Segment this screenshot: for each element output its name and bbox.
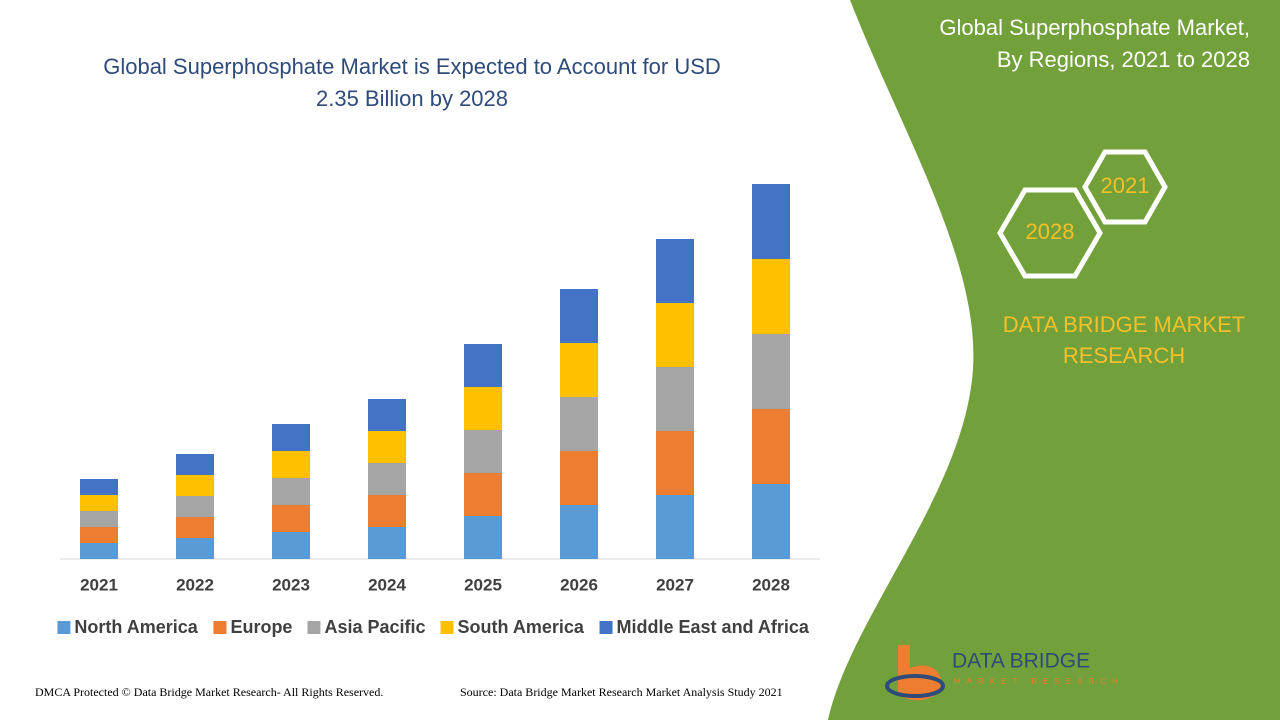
bar-segment (656, 303, 694, 367)
bar-segment (80, 527, 118, 543)
bar-segment (272, 478, 310, 505)
bar-segment (752, 184, 790, 259)
bar-segment (368, 495, 406, 527)
bar-segment (272, 532, 310, 559)
logo: DATA BRIDGE MARKET RESEARCH (885, 645, 1124, 701)
bar-segment (560, 451, 598, 505)
logo-tagline: MARKET RESEARCH (954, 677, 1124, 686)
bar-segment (464, 473, 502, 516)
bar-segment (752, 259, 790, 334)
x-tick-label: 2025 (464, 575, 502, 594)
legend-label: North America (74, 617, 198, 637)
bar-segment (752, 409, 790, 484)
bar-segment (560, 289, 598, 343)
logo-ring (885, 674, 945, 698)
legend-swatch (307, 621, 321, 634)
footer-copyright: DMCA Protected © Data Bridge Market Rese… (35, 685, 383, 699)
bar-segment (80, 543, 118, 559)
legend-swatch (440, 621, 454, 634)
bar-segment (272, 505, 310, 532)
logo-mark (898, 645, 941, 701)
bar-segment (176, 517, 214, 538)
chart-title: 2.35 Billion by 2028 (316, 86, 508, 111)
bar-segment (176, 475, 214, 496)
x-tick-label: 2026 (560, 575, 598, 594)
bar-segment (272, 424, 310, 451)
bar-segment (80, 511, 118, 527)
bar-segment (464, 344, 502, 387)
legend-swatch (599, 621, 613, 634)
bar-segment (176, 454, 214, 475)
bar-segment (464, 516, 502, 559)
x-tick-label: 2021 (80, 575, 118, 594)
side-title: By Regions, 2021 to 2028 (997, 47, 1250, 72)
bar-segment (464, 387, 502, 430)
legend-label: Middle East and Africa (617, 617, 810, 637)
x-tick-label: 2024 (368, 575, 406, 594)
brand-text: RESEARCH (1063, 343, 1185, 368)
bar-segment (752, 484, 790, 559)
bar-segment (176, 496, 214, 517)
legend-label: Asia Pacific (324, 617, 425, 637)
footer-source: Source: Data Bridge Market Research Mark… (460, 685, 783, 699)
hexagon-label: 2021 (1101, 173, 1150, 198)
side-panel-bg (828, 0, 1280, 720)
brand-text: DATA BRIDGE MARKET (1003, 312, 1245, 337)
legend-swatch (213, 621, 227, 634)
bar-segment (752, 334, 790, 409)
bar-segment (368, 527, 406, 559)
chart-title: Global Superphosphate Market is Expected… (103, 54, 721, 79)
bar-segment (368, 431, 406, 463)
legend-swatch (57, 621, 71, 634)
bar-segment (560, 343, 598, 397)
x-tick-label: 2027 (656, 575, 694, 594)
bar-segment (368, 399, 406, 431)
bar-segment (656, 367, 694, 431)
bar-segment (560, 397, 598, 451)
hexagon (997, 187, 1103, 279)
bar-segment (176, 538, 214, 559)
bar-segment (656, 239, 694, 303)
bar-segment (272, 451, 310, 478)
legend-label: South America (458, 617, 585, 637)
hexagon-label: 2028 (1026, 219, 1075, 244)
bar-segment (80, 495, 118, 511)
logo-name: DATA BRIDGE (952, 650, 1090, 673)
bar-segment (656, 495, 694, 559)
bar-segment (80, 479, 118, 495)
bar-segment (464, 430, 502, 473)
x-tick-label: 2028 (752, 575, 790, 594)
x-tick-label: 2023 (272, 575, 310, 594)
side-title: Global Superphosphate Market, (939, 15, 1250, 40)
bar-segment (368, 463, 406, 495)
hexagon (1082, 149, 1168, 225)
bar-segment (560, 505, 598, 559)
bar-segment (656, 431, 694, 495)
legend-label: Europe (230, 617, 292, 637)
x-tick-label: 2022 (176, 575, 214, 594)
